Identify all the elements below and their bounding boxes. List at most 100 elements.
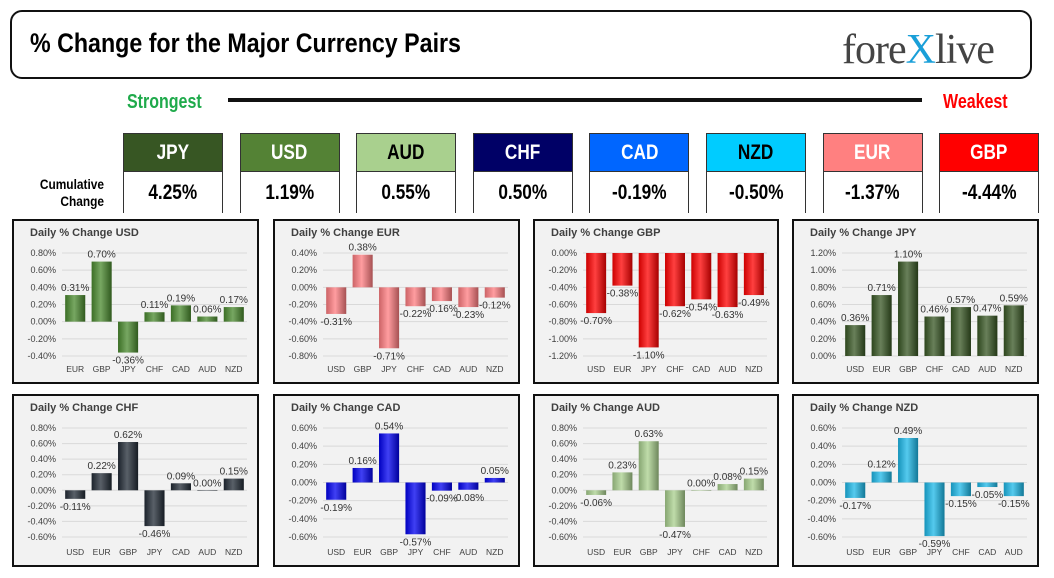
currency-cumulative-value: -0.19% [590, 172, 689, 213]
bar-usd [326, 287, 347, 314]
x-tick-label: AUD [1005, 547, 1023, 557]
x-tick-label: USD [327, 364, 345, 374]
y-tick-label: -0.20% [288, 300, 317, 310]
bar-chf [405, 287, 426, 307]
x-tick-label: EUR [354, 547, 372, 557]
data-label: -0.22% [400, 309, 432, 320]
bar-nzd [223, 307, 244, 322]
bar-gbp [379, 433, 400, 483]
cumulative-label-line1: Cumulative [39, 176, 104, 192]
x-tick-label: CHF [433, 547, 450, 557]
bar-chart: -1.20% -1.00% -0.80% -0.60% -0.40% -0.20% 0.00… [548, 248, 770, 374]
bar-gbp [118, 442, 139, 491]
bar-gbp [352, 254, 373, 288]
data-label: 0.09% [167, 471, 195, 482]
data-label: 0.70% [87, 250, 115, 261]
data-label: -0.17% [839, 501, 871, 512]
bar-jpy [118, 321, 139, 353]
bar-chart: -0.60% -0.40% -0.20% 0.00% 0.20% 0.40% 0.60% 0.… [548, 423, 768, 557]
bar-usd [65, 490, 86, 499]
data-label: -0.11% [60, 502, 91, 513]
data-label: -0.57% [400, 537, 432, 548]
bar-chart: -0.80% -0.60% -0.40% -0.20% 0.00% 0.20% 0.40% -… [288, 243, 510, 374]
data-label: -0.49% [738, 298, 770, 309]
data-label: 0.38% [348, 243, 376, 254]
bar-aud [717, 253, 738, 308]
bar-nzd [484, 477, 505, 483]
currency-cumulative-value: 0.55% [357, 172, 456, 213]
y-tick-label: 0.20% [810, 459, 836, 469]
y-tick-label: -0.20% [548, 501, 577, 511]
bar-jpy [379, 287, 400, 349]
x-tick-label: USD [587, 364, 605, 374]
data-label: 0.00% [193, 478, 221, 489]
bar-gbp [638, 441, 659, 491]
data-label: -0.15% [945, 499, 977, 510]
y-tick-label: 1.20% [810, 248, 836, 258]
y-tick-label: -0.60% [27, 532, 56, 542]
ranking-line [228, 98, 922, 102]
y-tick-label: -0.80% [288, 351, 317, 361]
x-tick-label: CHF [146, 364, 163, 374]
x-tick-label: GBP [93, 364, 111, 374]
data-label: 0.54% [375, 421, 403, 432]
x-tick-label: GBP [354, 364, 372, 374]
y-tick-label: -0.40% [548, 516, 577, 526]
chart-panel-nzd: Daily % Change NZD -0.60% -0.40% -0.20% 0.00… [792, 394, 1039, 567]
x-tick-label: CAD [172, 547, 190, 557]
x-tick-label: CAD [978, 547, 996, 557]
page-title: % Change for the Major Currency Pairs [30, 28, 461, 58]
chart-panel-usd: Daily % Change USD -0.40% -0.20% 0.00% 0.20%… [12, 219, 259, 384]
y-tick-label: -0.40% [807, 514, 836, 524]
currency-box-cad: CAD -0.19% [589, 133, 690, 213]
bar-chart: -0.40% -0.20% 0.00% 0.20% 0.40% 0.60% 0.80% 0.3… [27, 248, 248, 374]
bar-jpy [144, 490, 165, 527]
data-label: -0.46% [139, 529, 171, 540]
y-tick-label: 0.60% [810, 300, 836, 310]
chart-panel-cad: Daily % Change CAD -0.60% -0.40% -0.20% 0.00… [273, 394, 520, 567]
bar-cad [717, 484, 738, 491]
currency-cumulative-value: 4.25% [124, 172, 222, 213]
x-tick-label: CHF [666, 364, 683, 374]
y-tick-label: -1.20% [548, 351, 577, 361]
data-label: -0.16% [426, 304, 458, 315]
y-tick-label: 0.20% [30, 300, 56, 310]
bar-chf [924, 316, 945, 356]
x-tick-label: JPY [147, 547, 163, 557]
x-tick-label: AUD [719, 364, 737, 374]
x-tick-label: AUD [198, 547, 216, 557]
data-label: 0.16% [348, 456, 376, 467]
x-tick-label: CAD [172, 364, 190, 374]
x-tick-label: EUR [613, 547, 631, 557]
x-tick-label: EUR [93, 547, 111, 557]
data-label: -0.23% [453, 310, 485, 321]
bar-aud [977, 315, 998, 356]
x-tick-label: NZD [225, 547, 242, 557]
y-tick-label: 0.00% [810, 351, 836, 361]
bar-jpy [638, 253, 659, 348]
y-tick-label: -0.60% [288, 334, 317, 344]
x-tick-label: GBP [640, 547, 658, 557]
y-tick-label: 0.80% [30, 248, 56, 258]
data-label: 0.47% [973, 304, 1001, 315]
x-tick-label: CAD [719, 547, 737, 557]
y-tick-label: -0.80% [548, 317, 577, 327]
data-label: -0.63% [712, 310, 744, 321]
y-tick-label: 0.00% [810, 478, 836, 488]
chart-title: Daily % Change AUD [551, 402, 661, 414]
x-tick-label: AUD [198, 364, 216, 374]
chart-title: Daily % Change EUR [291, 227, 400, 239]
y-tick-label: 0.20% [551, 470, 577, 480]
data-label: -0.09% [426, 494, 458, 505]
currency-box-jpy: JPY 4.25% [123, 133, 223, 213]
data-label: -0.15% [998, 499, 1030, 510]
y-tick-label: -0.60% [288, 532, 317, 542]
y-tick-label: 0.20% [810, 334, 836, 344]
bar-jpy [924, 482, 945, 537]
data-label: -0.08% [453, 493, 485, 504]
bar-usd [326, 482, 347, 500]
y-tick-label: 0.00% [30, 317, 56, 327]
currency-name: AUD [357, 134, 456, 172]
x-tick-label: EUR [873, 547, 891, 557]
data-label: 0.71% [867, 283, 895, 294]
